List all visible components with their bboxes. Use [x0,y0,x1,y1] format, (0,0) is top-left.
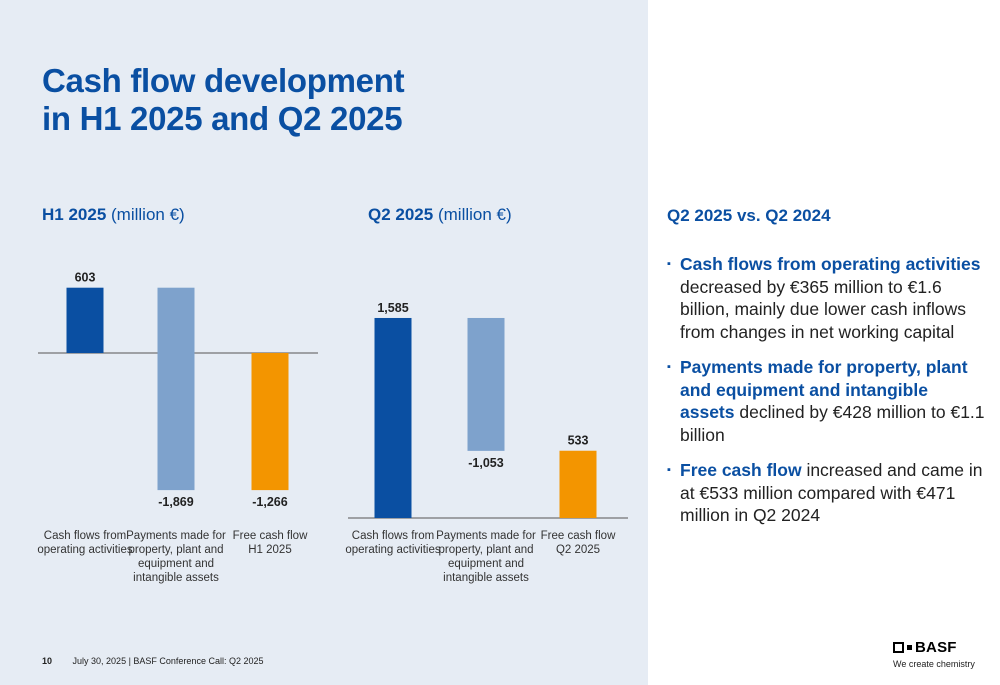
h1-category-label-2-line-3: equipment and [137,558,215,570]
h1-category-label-2: Payments made for property, plant and equi… [126,529,226,585]
logo-dot-icon [907,645,912,650]
basf-logo: BASF [893,639,957,656]
logo-wordmark: BASF [915,639,957,656]
logo-tagline: We create chemistry [893,659,975,669]
page-title: Cash flow development in H1 2025 and Q2 … [42,62,405,138]
h1-bar-1 [66,287,104,353]
q2-category-label-3-line-2: Q2 2025 [555,544,601,556]
h1-bar-3 [251,353,289,491]
bullet-highlight: Payments made for property, plant and eq… [680,357,968,422]
h1-value-label-2: -1,869 [158,495,193,509]
h1-category-label-1: Cash flows from operating activities [35,529,135,557]
q2-category-label-1: Cash flows from operating activities [343,529,443,557]
h1-chart-heading-period: H1 2025 [42,205,107,224]
title-line-2: in H1 2025 and Q2 2025 [42,100,403,137]
bullet-highlight: Free cash flow [680,460,802,480]
bullet-highlight: Cash flows from operating activities [680,254,981,274]
h1-category-label-2-line-2: property, plant and [128,544,224,556]
q2-value-label-2: -1,053 [468,456,503,470]
h1-category-label-3-line-2: H1 2025 [248,544,292,556]
q2-category-label-1-line-1: Cash flows from [351,530,435,542]
footer-text: July 30, 2025 | BASF Conference Call: Q2… [72,656,264,666]
q2-category-label-2-line-3: equipment and [447,558,525,570]
bullet-text: decreased by €365 million to €1.6 billio… [680,276,966,342]
bullet-text: declined by €428 million to €1.1 billion [680,402,985,445]
logo-square-icon [893,642,904,653]
bullet-item-1: ▪ Cash flows from operating activities de… [667,253,987,343]
q2-category-label-3-line-1: Free cash flow [540,530,616,542]
q2-bar-1 [374,317,412,518]
q2-bar-3 [559,450,597,518]
h1-value-label-3: -1,266 [252,495,287,509]
page-number: 10 [42,656,53,666]
q2-value-label-1: 1,585 [377,301,408,315]
q2-category-label-2-line-1: Payments made for [436,530,536,542]
q2-category-label-2-line-2: property, plant and [438,544,534,556]
h1-category-label-2-line-1: Payments made for [126,530,226,542]
q2-chart-heading-period: Q2 2025 [368,205,434,224]
bullet-list: ▪ Cash flows from operating activities de… [667,253,987,540]
bullet-marker-icon: ▪ [667,361,671,373]
h1-chart-heading-unit: (million €) [111,205,185,224]
q2-chart-heading-unit: (million €) [437,205,512,224]
h1-category-label-1-line-1: Cash flows from [43,530,127,542]
q2-category-label-1-line-2: operating activities [345,544,441,556]
footer: 10 July 30, 2025 | BASF Conference Call:… [42,656,263,666]
bullet-item-2: ▪ Payments made for property, plant and e… [667,356,987,446]
q2-bar-2 [467,317,505,451]
left-panel [0,0,648,685]
right-panel-heading: Q2 2025 vs. Q2 2024 [667,206,831,225]
q2-category-label-2-line-4: intangible assets [443,572,529,584]
h1-value-label-1: 603 [75,271,96,285]
bullet-item-3: ▪ Free cash flow increased and came in at… [667,459,987,527]
q2-chart-heading: Q2 2025 (million €) [368,205,512,225]
q2-category-label-2: Payments made for property, plant and equi… [436,529,536,585]
h1-bar-2 [157,287,195,491]
q2-category-label-3: Free cash flow Q2 2025 [528,529,628,557]
h1-category-label-3: Free cash flow H1 2025 [220,529,320,557]
title-line-1: Cash flow development [42,62,405,99]
q2-value-label-3: 533 [568,434,589,448]
bullet-marker-icon: ▪ [667,258,671,270]
h1-category-label-1-line-2: operating activities [37,544,133,556]
h1-category-label-3-line-1: Free cash flow [232,530,308,542]
h1-chart-heading: H1 2025 (million €) [42,205,185,225]
bullet-marker-icon: ▪ [667,464,671,476]
cash-flow-charts: 603 -1,869 -1,266 1,585 -1,053 533 [38,271,628,519]
h1-category-label-2-line-4: intangible assets [133,572,219,584]
bullet-text: increased and came in at €533 million co… [680,460,983,525]
